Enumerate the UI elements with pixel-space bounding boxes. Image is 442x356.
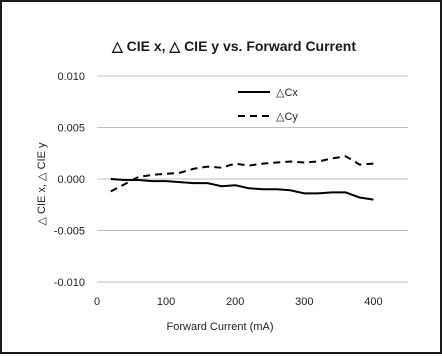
y-tick-label: -0.010	[54, 277, 85, 289]
y-tick-label: 0.010	[57, 71, 85, 83]
legend-label-cy: △Cy	[276, 111, 298, 123]
y-tick-label: -0.005	[54, 226, 85, 238]
x-tick-labels: 0 100 200 300 400	[94, 296, 383, 308]
gridlines	[97, 75, 408, 283]
x-axis-label: Forward Current (mA)	[167, 321, 274, 333]
legend: △Cx △Cy	[238, 87, 298, 123]
chart-title: △ CIE x, △ CIE y vs. Forward Current	[111, 38, 356, 54]
x-tick-label: 200	[226, 296, 244, 308]
legend-label-cx: △Cx	[276, 87, 298, 99]
series-lines	[110, 155, 374, 201]
x-tick-label: 0	[94, 296, 100, 308]
y-axis-label: △ CIE x, △ CIE y	[36, 142, 48, 225]
y-tick-label: 0.005	[57, 123, 85, 135]
x-tick-label: 400	[364, 296, 382, 308]
y-tick-label: 0.000	[57, 174, 85, 186]
series-line-cy	[110, 155, 374, 193]
series-line-cx	[110, 178, 374, 201]
x-tick-label: 100	[157, 296, 175, 308]
x-tick-label: 300	[295, 296, 313, 308]
y-tick-labels: 0.010 0.005 0.000 -0.005 -0.010	[54, 71, 85, 289]
